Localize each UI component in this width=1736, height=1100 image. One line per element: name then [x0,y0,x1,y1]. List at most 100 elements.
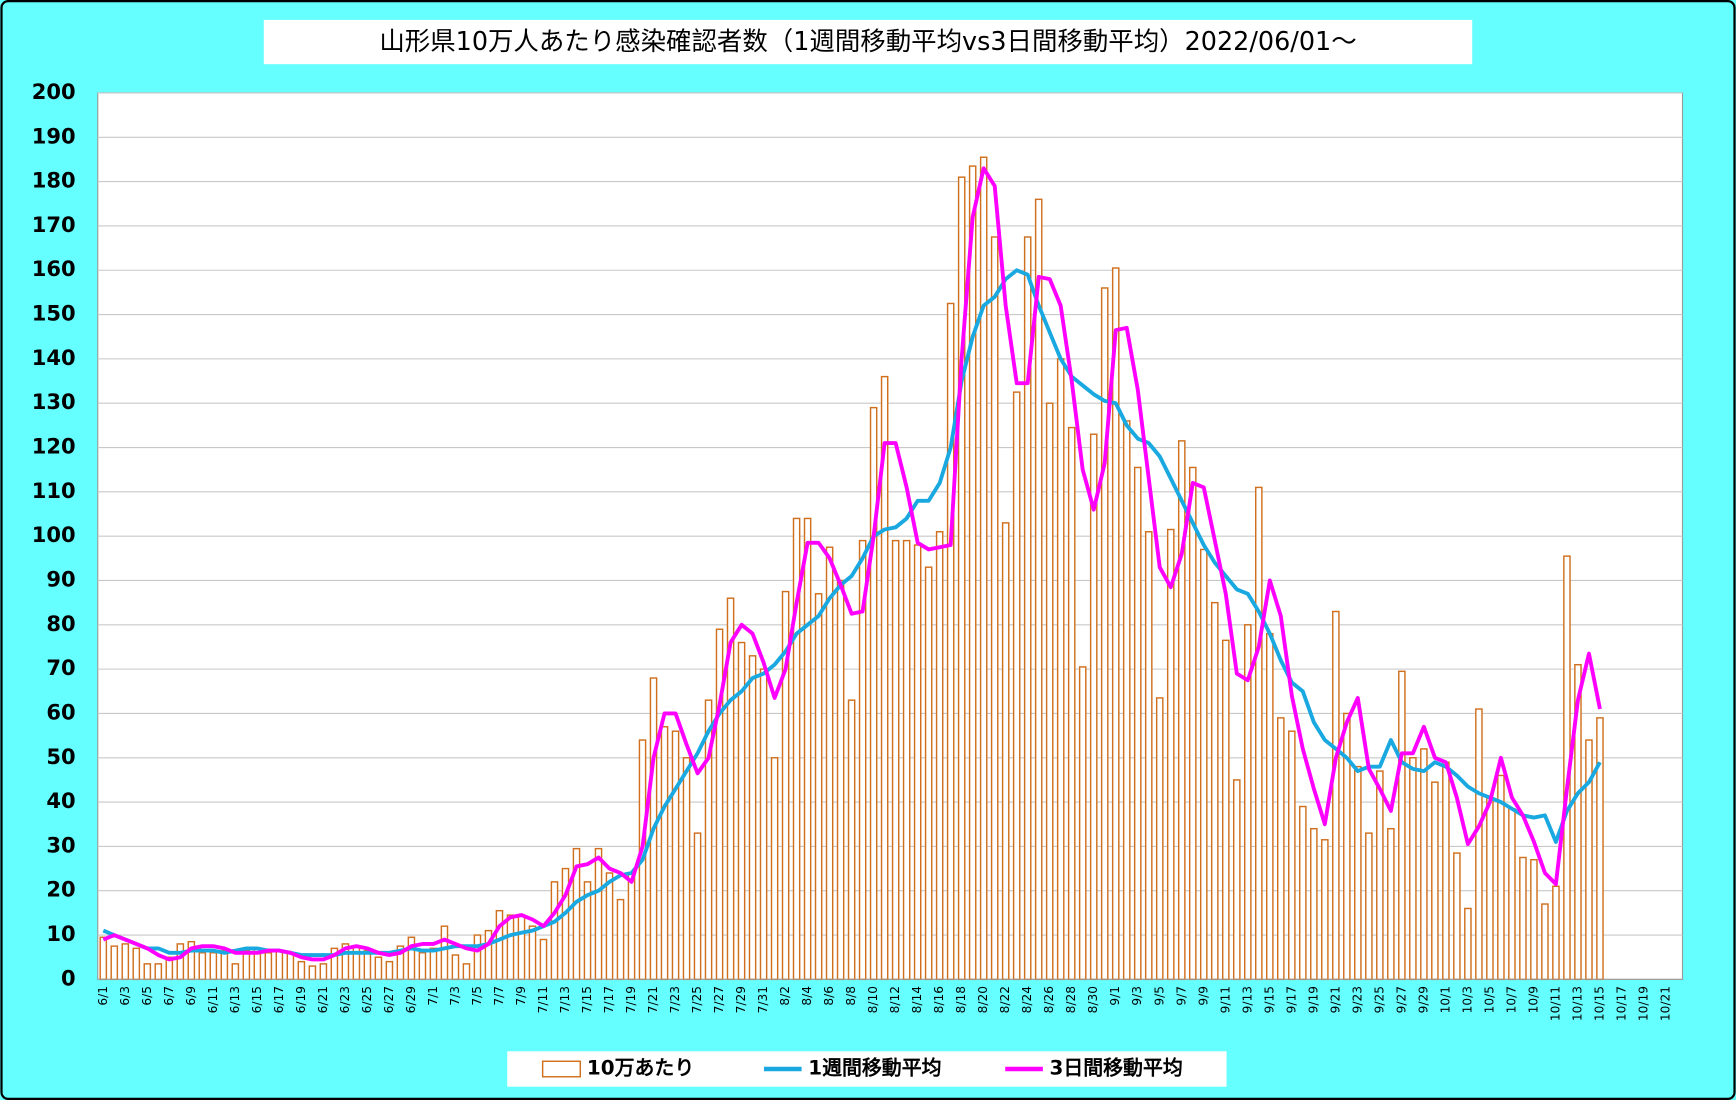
bar [605,872,614,981]
bar [748,655,757,981]
bar [836,579,845,981]
legend-box [507,1051,1227,1087]
bar [275,949,284,981]
bar [979,156,988,981]
bar [1100,287,1109,981]
y-tick-label: 30 [46,832,75,857]
bar [1221,639,1230,981]
x-tick-label: 6/25 [360,986,374,1013]
bar [297,960,306,981]
bar [319,963,328,981]
y-tick-label: 170 [32,212,76,237]
x-tick-label: 10/11 [1548,986,1562,1021]
bar [1420,748,1428,981]
y-tick-label: 110 [32,478,76,503]
x-tick-label: 9/17 [1284,986,1298,1013]
y-tick-label: 90 [46,566,75,591]
x-tick-label: 6/29 [404,986,418,1013]
x-tick-label: 8/28 [1064,986,1078,1013]
bar [176,943,185,981]
chart-title: 山形県10万人あたり感染確認者数（1週間移動平均vs3日間移動平均）2022/0… [379,27,1356,57]
legend-label: 1週間移動平均 [808,1056,941,1080]
bar [264,952,273,981]
bar [1277,717,1285,981]
x-tick-label: 7/29 [734,986,748,1013]
bar [803,517,812,981]
y-tick-label: 20 [46,877,75,902]
bar [902,539,911,981]
x-tick-label: 8/26 [1042,986,1056,1013]
x-tick-label: 7/11 [536,986,550,1013]
bar [429,947,438,981]
bar [1354,765,1362,981]
y-tick-label: 180 [32,168,76,193]
bar [693,832,702,981]
x-tick-label: 8/20 [976,986,990,1013]
y-tick-label: 200 [32,79,76,104]
y-tick-label: 120 [32,434,76,459]
bar [220,949,229,981]
legend-label: 3日間移動平均 [1049,1056,1182,1080]
bar [363,949,372,981]
x-tick-label: 8/18 [954,986,968,1013]
bar [1299,805,1307,981]
bar [1177,440,1186,981]
x-tick-label: 7/5 [470,986,484,1006]
y-tick-label: 70 [46,655,75,680]
x-tick-label: 9/23 [1350,986,1364,1013]
x-tick-label: 8/30 [1086,986,1100,1013]
x-tick-label: 8/4 [800,986,814,1006]
bar [913,544,922,981]
bar [616,898,625,981]
x-tick-label: 7/3 [448,986,462,1006]
y-tick-label: 60 [46,699,75,724]
x-tick-label: 6/11 [206,986,220,1013]
bar [1508,808,1516,981]
x-tick-label: 9/5 [1152,986,1166,1006]
bar [550,881,559,981]
x-tick-label: 9/13 [1240,986,1254,1013]
bar [1133,466,1142,981]
bar [671,730,680,981]
x-tick-label: 10/15 [1592,986,1606,1021]
x-tick-label: 7/19 [624,986,638,1013]
x-tick-label: 9/3 [1130,986,1144,1006]
bar [1232,779,1241,981]
x-tick-label: 8/22 [998,986,1012,1013]
x-tick-label: 8/24 [1020,986,1034,1014]
bar [473,934,482,981]
bar [1067,426,1076,981]
x-tick-label: 9/9 [1196,986,1210,1006]
x-tick-label: 10/7 [1504,986,1518,1013]
bar [528,925,537,981]
legend-marker [541,1060,581,1078]
bar [1497,774,1505,981]
x-tick-label: 9/19 [1306,986,1320,1013]
bar [110,945,119,981]
x-tick-label: 9/1 [1108,986,1122,1006]
line [102,166,1602,962]
bar [385,960,394,981]
x-tick-label: 7/27 [712,986,726,1013]
bar [539,938,548,981]
x-tick-label: 8/10 [866,986,880,1013]
x-tick-label: 6/9 [184,986,198,1006]
bar [440,925,449,981]
bar [1199,548,1208,981]
bar [1376,770,1384,981]
y-tick-label: 100 [32,522,76,547]
bar [1486,796,1494,981]
bar [1310,827,1318,981]
bar [121,943,130,981]
x-tick-label: 7/7 [492,986,506,1006]
x-tick-label: 6/3 [118,986,132,1006]
bar [462,963,471,981]
bar [1078,666,1087,981]
bar [660,726,669,981]
x-tick-label: 8/16 [932,986,946,1013]
bar [308,965,317,981]
bar [231,963,240,981]
bar [1332,610,1340,981]
bar [286,952,295,981]
